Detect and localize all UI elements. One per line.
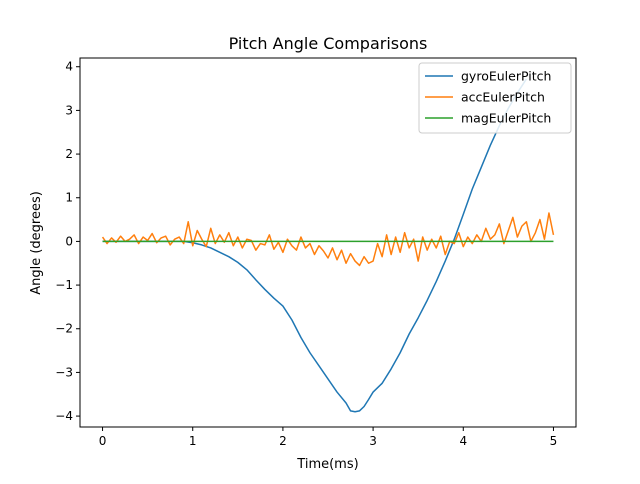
x-axis: 0 1 2 3 4 5 [99,427,558,448]
x-tick-label: 0 [99,434,107,448]
x-tick-label: 2 [279,434,287,448]
legend-label: magEulerPitch [461,111,551,126]
x-tick-label: 3 [369,434,377,448]
y-axis: −4 −3 −2 −1 0 1 2 3 4 [55,60,80,423]
x-tick-label: 1 [189,434,197,448]
y-tick-label: 2 [65,147,73,161]
x-tick-label: 5 [550,434,558,448]
chart-title: Pitch Angle Comparisons [229,34,428,53]
series-line-accEulerPitch [101,212,555,267]
plot-area [101,78,555,413]
y-tick-label: 1 [65,191,73,205]
x-axis-label: Time(ms) [296,457,358,472]
y-axis-label: Angle (degrees) [29,191,44,295]
y-tick-label: −1 [55,278,73,292]
y-tick-label: 0 [65,234,73,248]
x-tick-label: 4 [459,434,467,448]
legend-label: accEulerPitch [461,90,545,105]
legend-box [418,62,572,134]
y-tick-label: 3 [65,103,73,117]
series-line-gyroEulerPitch [102,78,528,413]
y-tick-label: −3 [55,365,73,379]
y-tick-label: −4 [55,409,73,423]
plot-frame [79,57,577,428]
legend-label: gyroEulerPitch [461,69,551,84]
legend: gyroEulerPitch accEulerPitch magEulerPitch [418,62,572,134]
y-tick-label: −2 [55,322,73,336]
y-tick-label: 4 [65,60,73,74]
